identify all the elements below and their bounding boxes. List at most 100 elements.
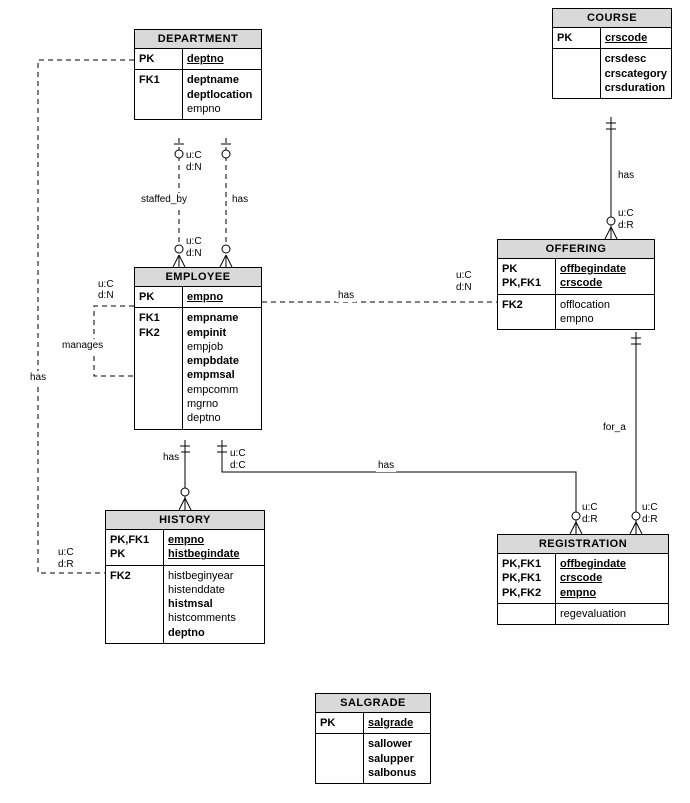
cardinality-label: u:C bbox=[618, 208, 634, 219]
attribute: deptno bbox=[187, 411, 257, 425]
entity-title: EMPLOYEE bbox=[135, 268, 261, 287]
cardinality-label: d:N bbox=[98, 290, 114, 301]
key-column: PKPK,FK1 bbox=[498, 259, 556, 294]
attr-column: crscode bbox=[601, 28, 671, 48]
entity-title: HISTORY bbox=[106, 511, 264, 530]
connector-label: has bbox=[618, 170, 634, 181]
attribute: empmsal bbox=[187, 368, 257, 382]
attribute: offbegindate bbox=[560, 262, 650, 276]
attr-column: deptno bbox=[183, 49, 261, 69]
attribute: histbegindate bbox=[168, 547, 260, 561]
entity-title: OFFERING bbox=[498, 240, 654, 259]
entity-course: COURSEPKcrscode crsdesccrscategorycrsdur… bbox=[552, 8, 672, 99]
attr-column: regevaluation bbox=[556, 604, 668, 624]
key-column: FK1FK2 bbox=[135, 308, 183, 428]
attribute: empcomm bbox=[187, 383, 257, 397]
connector-emp-registration-has bbox=[222, 440, 576, 534]
entity-section: PK empno bbox=[135, 287, 261, 308]
entity-title: DEPARTMENT bbox=[135, 30, 261, 49]
key-column bbox=[553, 49, 601, 98]
attribute: empno bbox=[187, 290, 257, 304]
cardinality-label: d:N bbox=[186, 248, 202, 259]
entity-section: FK1FK2empnameempinitempjobempbdateempmsa… bbox=[135, 308, 261, 428]
cardinality-label: u:C bbox=[582, 502, 598, 513]
attribute: empinit bbox=[187, 326, 257, 340]
key-column bbox=[498, 604, 556, 624]
attribute: empno bbox=[560, 312, 650, 326]
attribute: offbegindate bbox=[560, 557, 664, 571]
entity-registration: REGISTRATIONPK,FK1PK,FK1PK,FK2 offbeginda… bbox=[497, 534, 669, 625]
cardinality-label: d:N bbox=[456, 282, 472, 293]
key-column: FK1 bbox=[135, 70, 183, 119]
cardinality-label: d:N bbox=[186, 162, 202, 173]
entity-department: DEPARTMENTPKdeptnoFK1deptnamedeptlocatio… bbox=[134, 29, 262, 120]
cardinality-label: u:C bbox=[98, 279, 114, 290]
entity-section: sallowersaluppersalbonus bbox=[316, 734, 430, 783]
key-column: PK bbox=[135, 49, 183, 69]
entity-section: PK,FK1PK,FK1PK,FK2offbegindatecrscodeemp… bbox=[498, 554, 668, 604]
attribute: crsduration bbox=[605, 81, 667, 95]
attribute: salbonus bbox=[368, 766, 426, 780]
cardinality-label: d:R bbox=[642, 514, 658, 525]
entity-section: PKcrscode bbox=[553, 28, 671, 49]
attribute: deptname bbox=[187, 73, 257, 87]
entity-section: FK1deptnamedeptlocationempno bbox=[135, 70, 261, 119]
attribute: salupper bbox=[368, 752, 426, 766]
entity-salgrade: SALGRADEPKsalgrade sallowersaluppersalbo… bbox=[315, 693, 431, 784]
attribute: sallower bbox=[368, 737, 426, 751]
key-column: PK bbox=[553, 28, 601, 48]
connector-layer: staffed_byu:Cd:Nu:Cd:Nhasmanagesu:Cd:Nha… bbox=[0, 0, 690, 803]
entity-section: FK2offlocationempno bbox=[498, 295, 654, 330]
entity-section: PKPK,FK1 offbegindatecrscode bbox=[498, 259, 654, 295]
attribute: empbdate bbox=[187, 354, 257, 368]
attribute: histenddate bbox=[168, 583, 260, 597]
cardinality-label: u:C bbox=[642, 502, 658, 513]
attribute: empname bbox=[187, 311, 257, 325]
connector-label: has bbox=[232, 194, 248, 205]
key-column: FK2 bbox=[498, 295, 556, 330]
key-column: FK2 bbox=[106, 566, 164, 643]
attribute: empno bbox=[168, 533, 260, 547]
attr-column: empnohistbegindate bbox=[164, 530, 264, 565]
attr-column: deptnamedeptlocationempno bbox=[183, 70, 261, 119]
attribute: regevaluation bbox=[560, 607, 664, 621]
entity-title: COURSE bbox=[553, 9, 671, 28]
cardinality-label: d:R bbox=[618, 220, 634, 231]
cardinality-label: u:C bbox=[186, 236, 202, 247]
attribute: salgrade bbox=[368, 716, 426, 730]
attribute: deptlocation bbox=[187, 88, 257, 102]
entity-section: regevaluation bbox=[498, 604, 668, 624]
attr-column: salgrade bbox=[364, 713, 430, 733]
key-column: PK,FK1PK,FK1PK,FK2 bbox=[498, 554, 556, 603]
connector-label: staffed_by bbox=[141, 194, 187, 205]
cardinality-label: u:C bbox=[456, 270, 472, 281]
attribute: crscode bbox=[560, 571, 664, 585]
entity-section: PK,FK1PKempnohistbegindate bbox=[106, 530, 264, 566]
connector-label: has bbox=[338, 290, 354, 301]
connector-dept-history-has bbox=[38, 60, 134, 573]
entity-offering: OFFERINGPKPK,FK1 offbegindatecrscode FK2of… bbox=[497, 239, 655, 330]
attr-column: histbeginyearhistenddatehistmsalhistcomm… bbox=[164, 566, 264, 643]
entity-title: REGISTRATION bbox=[498, 535, 668, 554]
attribute: deptno bbox=[187, 52, 257, 66]
attribute: crscategory bbox=[605, 67, 667, 81]
attr-column: empnameempinitempjobempbdateempmsalempco… bbox=[183, 308, 261, 428]
attribute: deptno bbox=[168, 626, 260, 640]
key-column: PK bbox=[135, 287, 183, 307]
entity-employee: EMPLOYEEPKempnoFK1FK2empnameempinitempjo… bbox=[134, 267, 262, 430]
attribute: mgrno bbox=[187, 397, 257, 411]
attribute: histcomments bbox=[168, 611, 260, 625]
attr-column: offlocationempno bbox=[556, 295, 654, 330]
cardinality-label: u:C bbox=[186, 150, 202, 161]
attribute: crsdesc bbox=[605, 52, 667, 66]
attribute: empjob bbox=[187, 340, 257, 354]
entity-section: FK2histbeginyearhistenddatehistmsalhistc… bbox=[106, 566, 264, 643]
cardinality-label: d:C bbox=[230, 460, 246, 471]
cardinality-label: u:C bbox=[230, 448, 246, 459]
attr-column: empno bbox=[183, 287, 261, 307]
attribute: crscode bbox=[560, 276, 650, 290]
cardinality-label: u:C bbox=[58, 547, 74, 558]
entity-section: PK deptno bbox=[135, 49, 261, 70]
attribute: histbeginyear bbox=[168, 569, 260, 583]
key-column: PK bbox=[316, 713, 364, 733]
